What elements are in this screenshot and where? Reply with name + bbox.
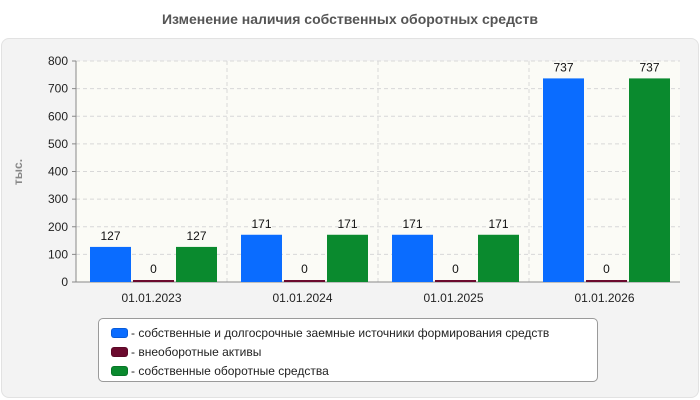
legend-swatch-sources bbox=[111, 327, 128, 338]
legend-swatch-working-capital bbox=[111, 365, 128, 376]
y-tick-label: 300 bbox=[48, 192, 68, 206]
bar-data-label: 0 bbox=[452, 262, 459, 276]
x-tick-label: 01.01.2026 bbox=[574, 291, 634, 305]
bar-data-label: 171 bbox=[488, 217, 508, 231]
y-tick-label: 100 bbox=[48, 247, 68, 261]
bar-series-1 bbox=[586, 280, 627, 282]
bar-series-1 bbox=[133, 280, 174, 282]
bar-series-2 bbox=[176, 246, 217, 282]
legend-label-sources: - собственные и долгосрочные заемные ист… bbox=[131, 325, 550, 340]
bar-series-0 bbox=[392, 234, 433, 282]
bar-series-1 bbox=[284, 280, 325, 282]
bar-series-0 bbox=[241, 234, 282, 282]
x-tick-label: 01.01.2024 bbox=[272, 291, 332, 305]
legend-item-working-capital: - собственные оборотные средства bbox=[111, 361, 597, 380]
y-tick-label: 800 bbox=[48, 54, 68, 68]
bar-data-label: 737 bbox=[553, 60, 573, 74]
bar-series-1 bbox=[435, 280, 476, 282]
bar-data-label: 737 bbox=[639, 60, 659, 74]
bar-data-label: 171 bbox=[337, 217, 357, 231]
y-axis-label: тыс. bbox=[11, 159, 25, 185]
y-tick-label: 400 bbox=[48, 165, 68, 179]
legend-label-noncurrent-assets: - внеоборотные активы bbox=[131, 344, 262, 359]
bar-data-label: 127 bbox=[100, 229, 120, 243]
y-tick-label: 0 bbox=[61, 275, 68, 289]
bar-series-2 bbox=[478, 234, 519, 282]
x-tick-label: 01.01.2025 bbox=[423, 291, 483, 305]
legend-item-sources: - собственные и долгосрочные заемные ист… bbox=[111, 323, 597, 342]
bar-data-label: 0 bbox=[301, 262, 308, 276]
legend-label-working-capital: - собственные оборотные средства bbox=[131, 363, 329, 378]
y-tick-label: 600 bbox=[48, 109, 68, 123]
y-tick-label: 500 bbox=[48, 137, 68, 151]
legend-swatch-noncurrent-assets bbox=[111, 346, 128, 357]
bar-series-0 bbox=[90, 246, 131, 282]
chart-legend: - собственные и долгосрочные заемные ист… bbox=[98, 318, 598, 382]
bar-data-label: 171 bbox=[251, 217, 271, 231]
bar-data-label: 0 bbox=[603, 262, 610, 276]
y-tick-label: 700 bbox=[48, 82, 68, 96]
bar-series-2 bbox=[629, 78, 670, 282]
x-tick-label: 01.01.2023 bbox=[121, 291, 181, 305]
bar-series-0 bbox=[543, 78, 584, 282]
bar-data-label: 0 bbox=[150, 262, 157, 276]
bar-series-2 bbox=[327, 234, 368, 282]
chart-title: Изменение наличия собственных оборотных … bbox=[161, 11, 539, 27]
y-tick-label: 200 bbox=[48, 220, 68, 234]
bar-data-label: 171 bbox=[402, 217, 422, 231]
legend-item-noncurrent-assets: - внеоборотные активы bbox=[111, 342, 597, 361]
bar-data-label: 127 bbox=[186, 229, 206, 243]
